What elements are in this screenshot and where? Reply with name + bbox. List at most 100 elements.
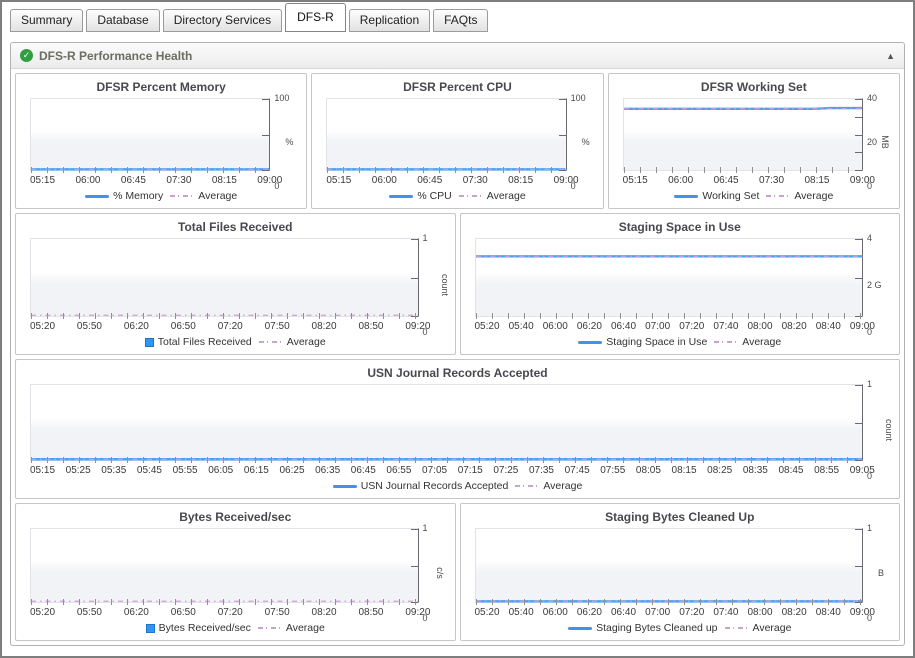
- x-axis-labels: 05:20 05:40 06:00 06:20 06:40 07:00 07:20 07:40…: [475, 321, 876, 332]
- x-axis-label: 06:40: [611, 321, 637, 332]
- tab-replication[interactable]: Replication: [348, 9, 431, 32]
- chart-staging-bytes-cleaned-up: Staging Bytes Cleaned Up 05:20 05:40 06:00 0…: [459, 503, 900, 641]
- x-axis-label: 08:00: [747, 607, 773, 618]
- x-axis-label: 05:20: [474, 321, 500, 332]
- x-axis-label: 08:15: [671, 465, 697, 476]
- x-axis-label: 06:25: [279, 465, 305, 476]
- y-axis-tick-label: 0: [867, 471, 873, 481]
- x-axis-label: 08:35: [742, 465, 768, 476]
- y-axis-tick-label: 100: [274, 93, 290, 103]
- collapse-icon[interactable]: ▲: [886, 50, 895, 61]
- tab-bar: Summary Database Directory Services DFS-…: [2, 2, 913, 32]
- plot-wrap: 05:20 05:40 06:00 06:20 06:40 07:00 07:20 07:40…: [474, 528, 875, 618]
- legend-label: Staging Space in Use: [606, 336, 708, 348]
- x-axis-labels: 05:20 05:50 06:20 06:50 07:20 07:50 08:20 08:50…: [30, 607, 431, 618]
- x-axis-label: 09:05: [849, 465, 875, 476]
- x-axis-label: 06:45: [713, 175, 739, 186]
- legend-line-swatch-icon: [85, 194, 110, 198]
- x-axis-label: 05:55: [172, 465, 198, 476]
- x-axis-label: 06:00: [542, 321, 568, 332]
- x-axis-label: 07:30: [462, 175, 488, 186]
- legend-item: Average: [458, 190, 526, 202]
- chart-title: Total Files Received: [178, 220, 293, 234]
- x-axis-labels: 05:15 06:00 06:45 07:30 08:15 09:00: [623, 175, 875, 186]
- x-axis-label: 05:20: [30, 607, 56, 618]
- legend-line-swatch-icon: [389, 194, 414, 198]
- x-axis-label: 07:55: [600, 465, 626, 476]
- plot-wrap: 05:15 06:00 06:45 07:30 08:15 09:00: [326, 98, 579, 186]
- chart-plot: [474, 528, 863, 605]
- panel-header[interactable]: ✓ DFS-R Performance Health ▲: [11, 43, 904, 69]
- chart-plot: [326, 98, 567, 173]
- x-axis-label: 07:40: [713, 321, 739, 332]
- chart-row-3: USN Journal Records Accepted 05:15 05:25 05…: [15, 359, 900, 499]
- legend-average-swatch-icon: [724, 627, 749, 629]
- legend-average-swatch-icon: [257, 627, 282, 629]
- tab-dfs-r[interactable]: DFS-R: [285, 3, 346, 32]
- y-axis-tick-label: 2 G: [867, 280, 882, 290]
- y-axis-tick-label: 0: [274, 181, 280, 191]
- y-axis-tick: [410, 277, 418, 279]
- chart-title: DFSR Percent Memory: [96, 80, 226, 94]
- x-axis-label: 07:15: [457, 465, 483, 476]
- legend-average-swatch-icon: [258, 341, 283, 343]
- chart-title: DFSR Working Set: [700, 80, 807, 94]
- y-axis-tick: [854, 134, 862, 136]
- y-axis-tick: [855, 385, 862, 386]
- y-axis-unit-label: B: [878, 568, 885, 578]
- x-axis-label: 07:25: [493, 465, 519, 476]
- x-axis-label: 06:00: [542, 607, 568, 618]
- legend-label: Total Files Received: [157, 336, 252, 348]
- chart-plot: [474, 238, 863, 319]
- chart-title: Staging Space in Use: [618, 220, 741, 234]
- chart-canvas: [31, 529, 418, 602]
- chart-row-2: Total Files Received 05:20 05:50 06:20 06:50…: [15, 213, 900, 355]
- x-axis-ticks: [623, 167, 862, 173]
- tab-faqts[interactable]: FAQts: [433, 9, 489, 32]
- chart-legend: % Memory Average: [16, 186, 306, 208]
- y-axis-tick-label: 0: [422, 613, 428, 623]
- chart-body: 05:15 06:00 06:45 07:30 08:15 09:00 100 0%: [16, 93, 306, 191]
- x-axis-label: 08:40: [815, 607, 841, 618]
- y-axis-unit-label: count: [439, 273, 450, 297]
- x-axis-label: 06:15: [243, 465, 269, 476]
- x-axis-label: 08:40: [815, 321, 841, 332]
- y-axis-unit-label: MB: [879, 135, 890, 149]
- x-axis-label: 08:20: [781, 321, 807, 332]
- legend-label: Working Set: [702, 190, 760, 202]
- chart-plot: [30, 384, 863, 463]
- x-axis-label: 05:50: [76, 321, 102, 332]
- legend-label: Average: [286, 336, 326, 348]
- tab-summary[interactable]: Summary: [10, 9, 84, 32]
- chart-body: 05:20 05:50 06:20 06:50 07:20 07:50 08:20 08:50…: [16, 233, 455, 337]
- x-axis-label: 06:50: [170, 321, 196, 332]
- tab-database[interactable]: Database: [86, 9, 160, 32]
- legend-item: Total Files Received: [144, 336, 252, 348]
- legend-item: Average: [766, 190, 833, 202]
- dfsr-performance-health-panel: ✓ DFS-R Performance Health ▲ DFSR Percen…: [10, 42, 905, 646]
- x-axis-label: 08:55: [814, 465, 840, 476]
- x-axis-label: 06:55: [386, 465, 412, 476]
- legend-average-swatch-icon: [458, 195, 483, 197]
- x-axis-label: 07:40: [713, 607, 739, 618]
- legend-item: Staging Bytes Cleaned up: [568, 622, 718, 634]
- x-axis-label: 05:15: [30, 175, 56, 186]
- y-axis-tick-label: 0: [867, 613, 873, 623]
- plot-wrap: 05:15 05:25 05:35 05:45 05:55 06:05 06:15 06:25…: [30, 384, 875, 476]
- x-axis-label: 06:50: [170, 607, 196, 618]
- x-axis-label: 06:00: [75, 175, 101, 186]
- y-axis-tick: [854, 99, 862, 100]
- x-axis-label: 07:00: [645, 321, 671, 332]
- y-axis-tick-label: 4: [867, 233, 873, 243]
- x-axis-label: 05:15: [622, 175, 648, 186]
- chart-dfsr-percent-cpu: DFSR Percent CPU 05:15 06:00 06:45 07:30 08:1…: [311, 73, 604, 209]
- chart-body: 05:20 05:40 06:00 06:20 06:40 07:00 07:20 07:40…: [461, 233, 900, 337]
- x-axis-label: 05:15: [30, 465, 56, 476]
- x-axis-labels: 05:15 06:00 06:45 07:30 08:15 09:00: [326, 175, 578, 186]
- x-axis-ticks: [31, 167, 270, 173]
- tab-directory-services[interactable]: Directory Services: [162, 9, 283, 32]
- y-axis-unit-label: %: [285, 137, 294, 147]
- chart-canvas: [476, 239, 863, 316]
- legend-item: % Memory: [85, 190, 163, 202]
- legend-label: USN Journal Records Accepted: [360, 480, 509, 492]
